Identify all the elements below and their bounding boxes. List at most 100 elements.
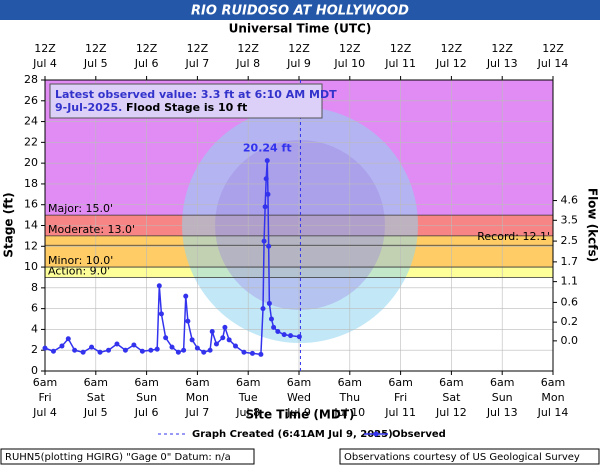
data-point [275, 329, 281, 335]
x-tick-date: Jul 4 [32, 406, 57, 419]
y-tick-label: 24 [24, 115, 38, 128]
x-tick-day: Sat [87, 391, 106, 404]
legend-dot [373, 431, 379, 437]
footer-left: RUHN5(plotting HGIRG) "Gage 0" Datum: n/… [5, 452, 231, 463]
data-point [181, 347, 187, 353]
x2-tick-label: 12Z [34, 42, 56, 55]
data-point [222, 324, 228, 330]
data-point [175, 349, 181, 355]
footer-right: Observations courtesy of US Geological S… [344, 452, 580, 463]
x2-tick-date: Jul 7 [185, 57, 210, 70]
x-tick-label: 6am [134, 376, 158, 389]
data-point [131, 342, 137, 348]
x-tick-day: Sun [136, 391, 157, 404]
x-tick-label: 6am [541, 376, 565, 389]
data-point [249, 350, 255, 356]
data-point [266, 300, 272, 306]
x2-tick-label: 12Z [441, 42, 463, 55]
x-tick-date: Jul 9 [286, 406, 311, 419]
data-point [122, 347, 128, 353]
y2-axis-title: Flow (kcfs) [586, 188, 600, 262]
x-tick-day: Wed [287, 391, 311, 404]
data-point [258, 351, 264, 357]
x-axis-title: Site Time (MDT) [246, 408, 355, 422]
y2-tick-label: 3.5 [561, 213, 579, 226]
data-point [148, 347, 154, 353]
x2-tick-label: 12Z [491, 42, 513, 55]
x-tick-date: Jul 10 [333, 406, 365, 419]
y-tick-label: 8 [31, 281, 38, 294]
x-tick-label: 6am [287, 376, 311, 389]
y2-tick-label: 1.7 [561, 255, 579, 268]
x-tick-date: Jul 7 [185, 406, 210, 419]
data-point [209, 329, 215, 335]
y-tick-label: 16 [24, 198, 38, 211]
data-point [265, 191, 271, 197]
data-point [189, 337, 195, 343]
x2-tick-label: 12Z [136, 42, 158, 55]
y-tick-label: 22 [24, 135, 38, 148]
x-tick-day: Sat [442, 391, 461, 404]
latest-line2: 9-Jul-2025. [55, 101, 122, 114]
data-point [89, 344, 95, 350]
x2-tick-label: 12Z [85, 42, 107, 55]
y-axis-title: Stage (ft) [2, 192, 16, 257]
x2-tick-date: Jul 5 [83, 57, 108, 70]
y-tick-label: 26 [24, 94, 38, 107]
x-tick-day: Mon [541, 391, 564, 404]
y-tick-label: 2 [31, 343, 38, 356]
y2-tick-label: 0.6 [561, 295, 579, 308]
x2-tick-label: 12Z [237, 42, 259, 55]
data-point [260, 306, 266, 312]
x-tick-label: 6am [338, 376, 362, 389]
x-tick-date: Jul 5 [83, 406, 108, 419]
flood-label: Action: 9.0' [48, 264, 110, 277]
x-tick-label: 6am [439, 376, 463, 389]
y2-tick-label: 4.6 [561, 194, 579, 207]
y2-tick-label: 0.2 [561, 315, 579, 328]
y-tick-label: 6 [31, 302, 38, 315]
latest-line3: Flood Stage is 10 ft [126, 101, 247, 114]
y2-tick-label: 1.1 [561, 275, 579, 288]
data-point [194, 345, 200, 351]
data-point [114, 341, 120, 347]
y2-tick-label: 0.0 [561, 334, 579, 347]
x2-tick-date: Jul 12 [435, 57, 467, 70]
y-tick-label: 10 [24, 260, 38, 273]
x2-tick-date: Jul 10 [333, 57, 365, 70]
footer-right-box [339, 448, 600, 465]
latest-box [49, 83, 323, 119]
y-tick-label: 12 [24, 239, 38, 252]
x-tick-label: 6am [388, 376, 412, 389]
plot-area: Action: 9.0'Minor: 10.0' Moderate: 13.0' M… [24, 42, 578, 419]
y-tick-label: 20 [24, 156, 38, 169]
data-point [201, 349, 207, 355]
data-point [65, 336, 71, 342]
x-tick-label: 6am [490, 376, 514, 389]
data-point [288, 333, 294, 339]
y-tick-label: 4 [31, 322, 38, 335]
data-point [139, 348, 145, 354]
plot-frame [44, 79, 554, 372]
y-tick-label: 0 [31, 364, 38, 377]
data-point [263, 176, 269, 182]
x2-tick-date: Jul 8 [235, 57, 260, 70]
data-point [169, 344, 175, 350]
y-tick-label: 28 [24, 73, 38, 86]
x-tick-label: 6am [33, 376, 57, 389]
y2-tick-label: 2.5 [561, 234, 579, 247]
data-point [220, 335, 226, 341]
data-point [281, 332, 287, 338]
x-tick-date: Jul 11 [384, 406, 416, 419]
x2-tick-date: Jul 14 [537, 57, 569, 70]
data-point [80, 349, 86, 355]
x-tick-day: Mon [186, 391, 209, 404]
data-point [268, 316, 274, 322]
data-point [183, 293, 189, 299]
x-tick-label: 6am [84, 376, 108, 389]
data-point [72, 347, 78, 353]
data-point [241, 349, 247, 355]
x2-tick-label: 12Z [542, 42, 564, 55]
legend-created: Graph Created (6:41AM Jul 9, 2025) [192, 429, 393, 440]
peak-label: 20.24 ft [243, 142, 292, 155]
